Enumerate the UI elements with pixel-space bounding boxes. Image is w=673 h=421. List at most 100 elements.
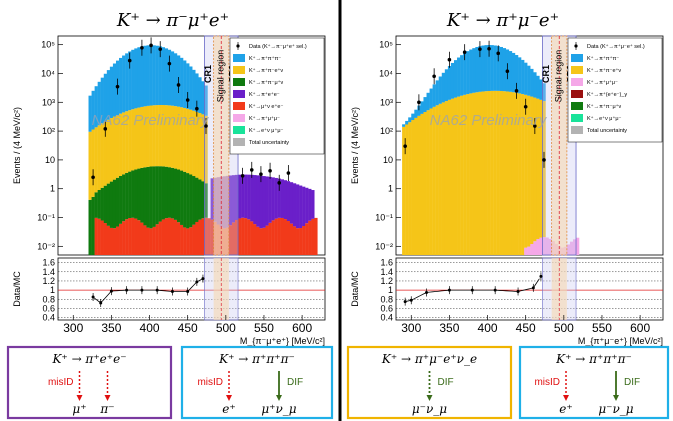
histogram-bar xyxy=(515,92,519,256)
histogram-bar xyxy=(499,46,503,91)
legend-label: K⁺→e⁺ν μ⁺μ⁻ xyxy=(587,115,622,122)
histogram-bar xyxy=(122,174,126,222)
legend-label: Total uncertainty xyxy=(587,128,627,134)
histogram-bar xyxy=(484,91,488,255)
legend-label: K⁺→π⁺π⁺π⁻ xyxy=(587,55,619,62)
histogram-bar xyxy=(283,219,288,255)
histogram-bar xyxy=(466,51,470,95)
histogram-bar xyxy=(177,106,181,170)
histogram-bar xyxy=(115,177,120,227)
histogram-bar xyxy=(429,88,433,109)
legend-swatch xyxy=(571,54,583,62)
x-tick-label: 500 xyxy=(216,321,236,335)
histogram-bar xyxy=(438,76,442,104)
histogram-bar xyxy=(152,166,156,227)
ratio-y-label: Data/MC xyxy=(12,271,22,307)
legend-swatch xyxy=(233,66,245,74)
x-tick-label: 400 xyxy=(140,321,160,335)
histogram-bar xyxy=(460,95,464,256)
histogram-bar xyxy=(204,217,208,255)
histogram-bar xyxy=(308,220,312,255)
histogram-bar xyxy=(414,109,418,118)
ratio-tick-label: 0.6 xyxy=(380,304,393,314)
histogram-bar xyxy=(170,218,175,255)
data-point xyxy=(268,168,272,173)
histogram-bar xyxy=(305,187,309,224)
histogram-bar xyxy=(515,55,519,93)
histogram-bar xyxy=(192,176,196,225)
histogram-bar xyxy=(210,178,214,220)
decay-product: e⁺ xyxy=(559,402,572,416)
histogram-bar xyxy=(302,226,306,255)
histogram-bar xyxy=(280,179,285,218)
data-point xyxy=(277,181,282,185)
histogram-bar xyxy=(408,117,412,123)
data-point xyxy=(149,43,153,48)
data-point xyxy=(403,144,407,148)
decay-box-title: K⁺ → π⁺π⁺π⁻ xyxy=(555,352,632,366)
legend-swatch xyxy=(571,114,583,122)
data-point xyxy=(542,158,546,162)
histogram-bar xyxy=(149,105,153,167)
histogram-bar xyxy=(244,174,248,219)
dif-label: DIF xyxy=(438,377,454,388)
histogram-bar xyxy=(173,168,178,220)
histogram-bar xyxy=(161,166,165,220)
histogram-bar xyxy=(423,112,427,255)
histogram-bar xyxy=(173,219,178,255)
data-point xyxy=(127,58,132,63)
ratio-point xyxy=(109,289,113,293)
ratio-point xyxy=(140,288,144,292)
histogram-bar xyxy=(493,45,497,91)
ratio-point xyxy=(409,298,413,302)
dif-arrowhead xyxy=(613,395,619,401)
histogram-bar xyxy=(103,73,108,122)
decay-product: π⁻ xyxy=(99,402,114,416)
histogram-bar xyxy=(119,113,123,176)
histogram-bar xyxy=(164,48,169,106)
histogram-bar xyxy=(125,172,129,220)
histogram-bar xyxy=(140,106,144,168)
histogram-bar xyxy=(478,46,482,92)
histogram-bar xyxy=(143,225,147,255)
cr1-label: CR1 xyxy=(541,65,551,83)
ratio-tick-label: 0.6 xyxy=(42,304,55,314)
histogram-bar xyxy=(177,222,181,255)
y-tick-label: 10³ xyxy=(380,97,393,107)
x-axis-label: M_{π⁻μ⁺e⁺} [MeV/c²] xyxy=(240,336,325,346)
histogram-bar xyxy=(128,51,132,111)
ratio-point xyxy=(470,288,474,292)
histogram-bar xyxy=(238,218,242,255)
legend-swatch xyxy=(233,54,245,62)
data-point xyxy=(533,124,537,128)
histogram-bar xyxy=(210,219,214,255)
histogram-bar xyxy=(161,105,165,167)
dif-label: DIF xyxy=(624,377,640,388)
data-point xyxy=(91,175,95,180)
histogram-bar xyxy=(518,93,522,255)
legend-label: K⁺→μ⁺ν e⁺e⁻ xyxy=(249,103,283,110)
histogram-bar xyxy=(435,105,439,255)
histogram-bar xyxy=(493,90,497,255)
histogram-bar xyxy=(122,221,126,255)
ratio-tick-label: 1 xyxy=(388,285,393,295)
histogram-bar xyxy=(256,226,260,255)
histogram-bar xyxy=(122,55,126,113)
histogram-bar xyxy=(402,124,406,127)
histogram-bar xyxy=(524,62,528,95)
histogram-bar xyxy=(292,183,297,227)
histogram-bar xyxy=(195,177,199,222)
y-tick-label: 10⁵ xyxy=(379,40,393,50)
histogram-bar xyxy=(204,183,208,218)
histogram-bar xyxy=(106,70,111,120)
histogram-bar xyxy=(426,110,430,255)
histogram-bar xyxy=(292,226,297,255)
histogram-bar xyxy=(161,219,165,255)
histogram-bar xyxy=(137,220,141,255)
histogram-bar xyxy=(112,63,117,117)
histogram-bar xyxy=(536,238,540,255)
y-tick-label: 10 xyxy=(383,155,393,165)
histogram-bar xyxy=(268,222,272,255)
